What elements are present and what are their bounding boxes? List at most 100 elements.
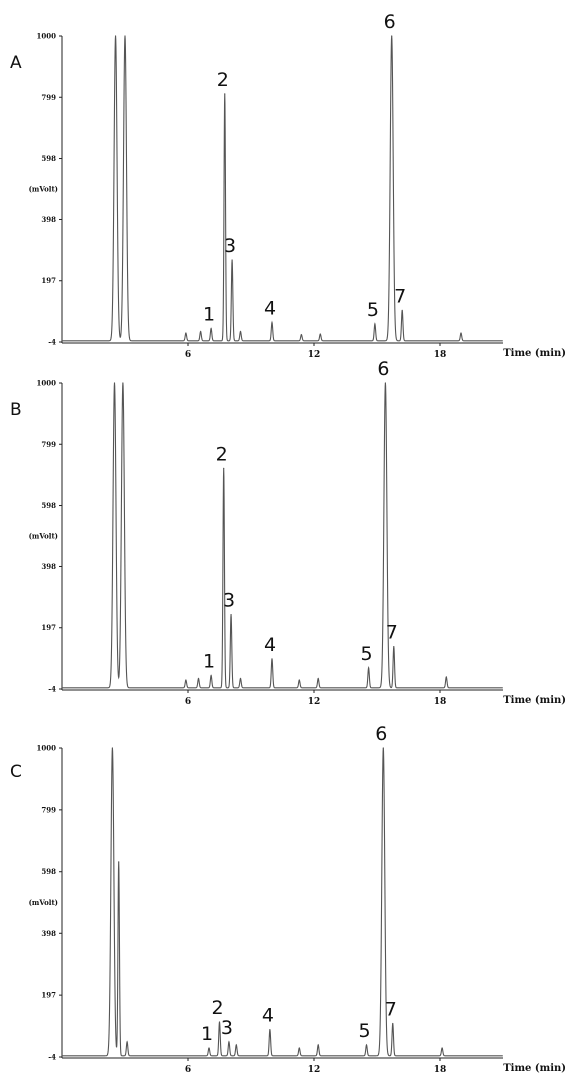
y-tick-label: 1000 bbox=[37, 32, 57, 41]
peak-point bbox=[391, 35, 393, 37]
peak-point bbox=[228, 1041, 230, 1043]
peak-point bbox=[200, 331, 202, 333]
y-tick-label: 598 bbox=[41, 501, 56, 510]
peak-point bbox=[113, 382, 116, 384]
y-tick-label: 1000 bbox=[37, 744, 57, 753]
chromatogram-trace bbox=[62, 35, 503, 342]
peak-label-4: 4 bbox=[264, 297, 276, 319]
y-tick-label: 799 bbox=[41, 805, 56, 814]
chromatogram-trace bbox=[62, 747, 503, 1057]
peak-point bbox=[208, 1047, 210, 1049]
peak-point bbox=[111, 747, 113, 749]
panel-letter: A bbox=[10, 53, 22, 73]
chromatogram-trace bbox=[62, 382, 503, 689]
x-tick-label: 18 bbox=[434, 1065, 447, 1075]
y-tick-label: -4 bbox=[48, 685, 56, 694]
peak-point bbox=[460, 332, 462, 334]
peak-point bbox=[118, 861, 120, 863]
y-tick-label: 398 bbox=[41, 929, 56, 938]
peak-label-1: 1 bbox=[203, 651, 215, 673]
x-tick-label: 6 bbox=[185, 697, 191, 707]
peak-point bbox=[384, 382, 386, 384]
peak-label-5: 5 bbox=[361, 643, 373, 665]
peak-label-6: 6 bbox=[375, 723, 387, 745]
x-tick-label: 18 bbox=[434, 697, 447, 707]
peak-label-1: 1 bbox=[201, 1023, 213, 1045]
x-tick-label: 18 bbox=[434, 350, 447, 360]
peak-point bbox=[210, 327, 212, 330]
peak-point bbox=[271, 321, 273, 324]
peak-label-6: 6 bbox=[384, 11, 396, 33]
y-tick-label: 398 bbox=[41, 215, 56, 224]
panel-letter: C bbox=[10, 762, 22, 782]
peak-label-7: 7 bbox=[386, 622, 398, 644]
y-tick-label: 1000 bbox=[37, 379, 57, 388]
peak-point bbox=[271, 658, 273, 660]
y-tick-label: 799 bbox=[41, 93, 56, 102]
peak-point bbox=[269, 1029, 271, 1031]
peak-label-3: 3 bbox=[223, 590, 235, 612]
peak-point bbox=[210, 674, 212, 677]
peak-label-3: 3 bbox=[221, 1017, 233, 1039]
peak-label-5: 5 bbox=[367, 299, 379, 321]
peak-point bbox=[223, 467, 225, 469]
peak-label-7: 7 bbox=[385, 998, 397, 1020]
peak-label-2: 2 bbox=[211, 997, 223, 1019]
y-axis-label: (mVolt) bbox=[29, 184, 58, 193]
y-tick-label: 598 bbox=[41, 867, 56, 876]
peak-point bbox=[185, 679, 187, 681]
peak-point bbox=[239, 331, 242, 333]
y-tick-label: 197 bbox=[41, 991, 56, 1000]
peak-point bbox=[122, 382, 124, 384]
peak-point bbox=[382, 747, 384, 749]
y-tick-label: 197 bbox=[41, 276, 56, 285]
peak-point bbox=[317, 678, 319, 680]
peak-label-1: 1 bbox=[203, 304, 215, 326]
peak-label-5: 5 bbox=[358, 1020, 370, 1042]
peak-label-3: 3 bbox=[224, 235, 236, 257]
peak-point bbox=[124, 35, 126, 37]
x-tick-label: 12 bbox=[308, 350, 321, 360]
y-tick-label: 598 bbox=[41, 154, 56, 163]
peak-point bbox=[218, 1021, 221, 1023]
y-tick-label: 197 bbox=[41, 623, 56, 632]
x-axis-label: Time (min) bbox=[503, 348, 566, 359]
peak-label-7: 7 bbox=[394, 285, 406, 307]
peak-point bbox=[441, 1047, 443, 1049]
x-tick-label: 12 bbox=[308, 697, 321, 707]
peak-point bbox=[126, 1041, 128, 1043]
peak-point bbox=[231, 259, 233, 261]
peak-label-4: 4 bbox=[264, 634, 276, 656]
y-tick-label: -4 bbox=[48, 338, 56, 347]
peak-point bbox=[319, 333, 321, 335]
peak-point bbox=[230, 614, 232, 616]
y-tick-label: 799 bbox=[41, 440, 56, 449]
peak-point bbox=[401, 309, 403, 311]
y-tick-label: -4 bbox=[48, 1053, 56, 1062]
y-axis-label: (mVolt) bbox=[29, 898, 58, 907]
x-tick-label: 6 bbox=[185, 350, 191, 360]
peak-label-6: 6 bbox=[377, 358, 389, 380]
peak-label-4: 4 bbox=[262, 1005, 274, 1027]
peak-label-2: 2 bbox=[216, 443, 228, 465]
panel-letter: B bbox=[10, 400, 22, 420]
peak-point bbox=[114, 35, 117, 37]
peak-point bbox=[365, 1044, 368, 1046]
peak-point bbox=[298, 1047, 300, 1049]
peak-point bbox=[393, 646, 395, 648]
x-tick-label: 6 bbox=[185, 1065, 191, 1075]
peak-point bbox=[374, 323, 376, 325]
peak-point bbox=[300, 334, 302, 336]
y-tick-label: 398 bbox=[41, 562, 56, 571]
peak-point bbox=[239, 678, 242, 680]
peak-point bbox=[224, 93, 226, 95]
peak-point bbox=[298, 679, 300, 681]
peak-point bbox=[235, 1044, 237, 1046]
peak-point bbox=[368, 667, 370, 669]
peak-label-2: 2 bbox=[217, 69, 229, 91]
peak-point bbox=[185, 332, 187, 334]
